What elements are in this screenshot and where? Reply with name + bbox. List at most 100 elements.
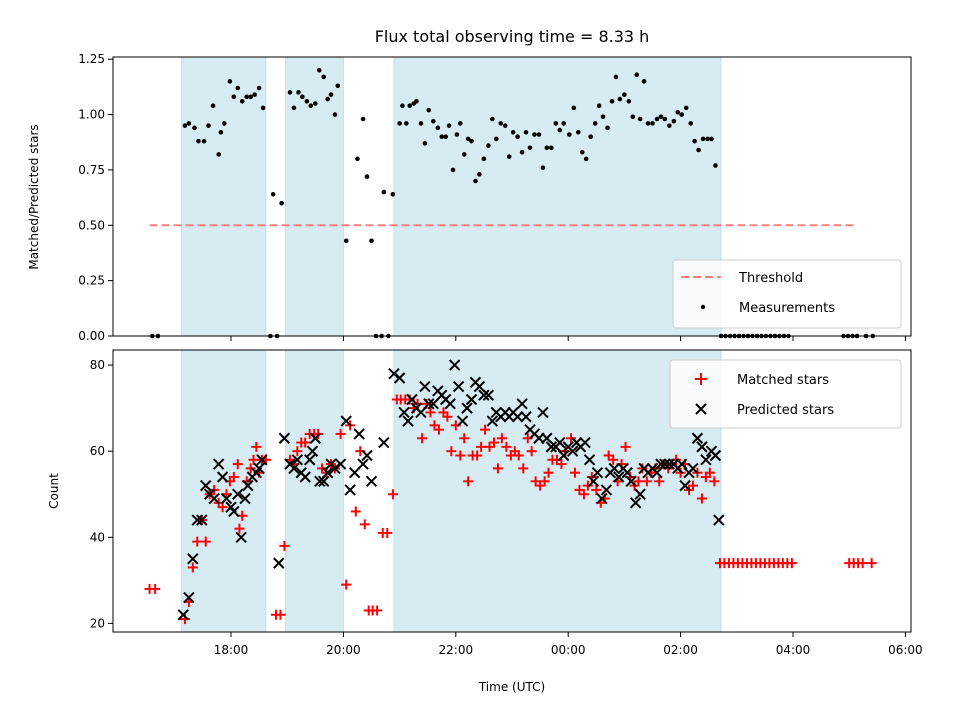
measurement-point — [227, 79, 233, 84]
predicted-star-point — [177, 609, 189, 621]
predicted-star-point — [402, 415, 414, 427]
count-y-tick-label: 40 — [90, 530, 105, 544]
matched-star-point — [455, 450, 466, 461]
count-y-tick-label: 80 — [90, 358, 105, 372]
predicted-star-point — [696, 441, 708, 453]
measurement-point — [510, 129, 516, 135]
measurement-point — [567, 132, 572, 137]
measurement-point — [457, 121, 463, 126]
matched-star-point — [556, 459, 567, 470]
measurement-point — [705, 136, 710, 142]
predicted-star-point — [613, 471, 625, 483]
measurement-point — [465, 136, 471, 142]
matched-star-point — [275, 609, 286, 620]
measurement-point — [192, 125, 197, 131]
predicted-star-point — [520, 411, 532, 423]
predicted-star-point — [679, 479, 691, 492]
measurement-point — [523, 129, 529, 135]
measurement-point — [325, 96, 330, 102]
measurement-point — [260, 105, 266, 111]
measurement-point — [316, 67, 322, 73]
matched-star-point — [476, 441, 487, 452]
predicted-star-point — [242, 479, 254, 492]
measurement-point — [404, 121, 409, 126]
predicted-star-point — [291, 454, 304, 466]
predicted-star-point — [278, 432, 291, 444]
predicted-star-point — [256, 454, 268, 466]
measurement-point — [332, 112, 338, 117]
measurement-point — [588, 134, 593, 140]
measurements-legend-swatch — [700, 304, 706, 310]
matched-star-point — [292, 446, 303, 457]
matched-star-point — [489, 437, 500, 448]
matched-star-point — [300, 437, 311, 448]
measurement-point — [486, 143, 491, 148]
measurement-point — [641, 79, 647, 84]
predicted-star-point — [596, 492, 608, 505]
predicted-star-point — [473, 380, 486, 393]
matched-star-point — [696, 493, 707, 504]
count-y-axis-label: Count — [47, 473, 61, 509]
predicted-star-point — [232, 488, 244, 500]
matched-star-point — [633, 476, 644, 487]
predicted-star-point — [393, 372, 406, 384]
measurement-point — [498, 121, 504, 126]
measurement-point — [477, 172, 482, 177]
count-legend: Matched stars Predicted stars — [669, 359, 902, 429]
measurement-point — [196, 138, 201, 144]
x-tick-label: 06:00 — [888, 643, 923, 657]
predicted-star-point — [583, 454, 596, 466]
predicted-star-point — [655, 458, 667, 470]
predicted-star-point — [516, 398, 528, 410]
measurement-point — [662, 116, 668, 122]
predicted-star-point — [361, 449, 373, 462]
measurement-point — [469, 138, 474, 144]
matched-star-point — [187, 562, 198, 573]
predicted-star-point — [511, 411, 524, 423]
count-legend-box — [669, 359, 902, 429]
measurement-point — [270, 191, 276, 197]
matched-star-point — [543, 467, 554, 478]
measurements-legend-label: Measurements — [739, 301, 835, 316]
measurement-point — [634, 72, 640, 78]
measurement-point — [692, 138, 697, 144]
measurement-point — [321, 74, 327, 80]
predicted-star-point — [353, 428, 365, 440]
measurement-point — [343, 238, 349, 244]
predicted-star-point — [687, 462, 699, 475]
measurement-point — [446, 123, 452, 128]
predicted-star-point — [344, 484, 356, 496]
measurement-point — [490, 116, 495, 122]
measurement-point — [630, 114, 636, 120]
measurement-point — [235, 85, 241, 91]
matched-star-point — [192, 536, 203, 547]
predicted-star-point — [709, 449, 722, 462]
predicted-star-point — [713, 514, 725, 526]
measurement-point — [506, 154, 512, 159]
predicted-star-point — [306, 445, 319, 457]
measurement-point — [561, 121, 567, 126]
ratio-y-tick-label: 1.25 — [78, 52, 105, 66]
predicted-star-point — [239, 492, 251, 505]
x-tick-label: 22:00 — [439, 643, 474, 657]
matched-star-point — [425, 407, 436, 418]
measurement-point — [527, 145, 533, 151]
ratio-legend: Threshold Measurements — [672, 259, 902, 329]
measurement-point — [252, 92, 257, 97]
measurement-point — [544, 145, 550, 151]
measurement-point — [688, 121, 694, 126]
predicted-star-point — [220, 492, 233, 505]
matched-star-point — [232, 459, 243, 470]
matched-star-point — [335, 428, 346, 439]
predicted-star-point — [318, 475, 330, 488]
measurement-point — [626, 98, 632, 104]
matched-star-point — [150, 583, 161, 594]
predicted-star-point — [629, 497, 642, 509]
matched-star-point — [496, 433, 507, 444]
measurement-point — [390, 191, 396, 197]
measurement-point — [435, 125, 441, 131]
count-panel: 20 40 60 80 18:00 20:00 22:00 00:00 02:00 04:00 0… — [47, 349, 923, 694]
measurement-point — [571, 105, 577, 111]
predicted-star-point — [208, 492, 220, 505]
